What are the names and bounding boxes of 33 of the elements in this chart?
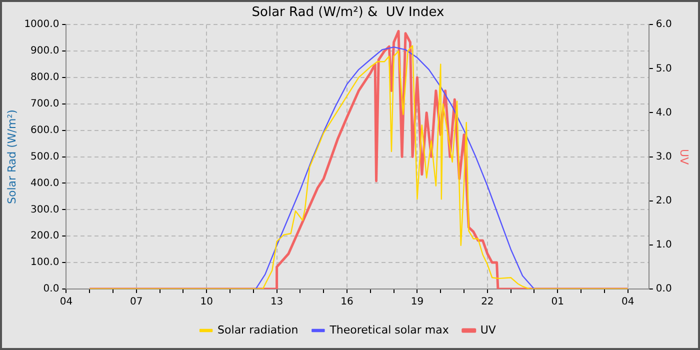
x-tick-label: 04 xyxy=(621,296,634,308)
x-tick-label: 13 xyxy=(270,296,284,308)
legend-label: UV xyxy=(480,323,496,336)
y-tick-label: 300.0 xyxy=(30,204,60,216)
y2-tick-label: 0.0 xyxy=(656,284,672,295)
x-tick-label: 19 xyxy=(410,296,424,308)
y-tick-label: 600.0 xyxy=(30,124,60,136)
y-tick-label: 400.0 xyxy=(30,178,60,189)
chart-title: Solar Rad (W/m²) & UV Index xyxy=(252,5,445,20)
y2-tick-label: 1.0 xyxy=(656,240,672,251)
y-tick-label: 1000.0 xyxy=(24,19,60,30)
x-tick-label: 16 xyxy=(340,296,354,308)
y2-tick-label: 5.0 xyxy=(656,63,672,74)
x-tick-label: 01 xyxy=(551,296,564,308)
y-tick-label: 200.0 xyxy=(30,230,60,242)
y-tick-label: 500.0 xyxy=(30,151,60,162)
y-tick-label: 900.0 xyxy=(30,46,60,57)
y-axis-title: Solar Rad (W/m²) xyxy=(5,110,18,204)
y-tick-label: 700.0 xyxy=(30,98,60,110)
y2-tick-label: 2.0 xyxy=(656,195,672,206)
y2-axis-title: UV xyxy=(678,149,691,166)
y-tick-label: 800.0 xyxy=(30,72,60,84)
x-tick-label: 10 xyxy=(200,296,213,308)
y2-tick-label: 4.0 xyxy=(656,107,672,118)
y-tick-label: 0.0 xyxy=(43,284,60,295)
y2-tick-label: 6.0 xyxy=(656,19,672,30)
legend-label: Theoretical solar max xyxy=(328,323,450,336)
x-tick-label: 07 xyxy=(130,296,143,308)
x-tick-label: 22 xyxy=(481,296,494,308)
x-tick-label: 04 xyxy=(60,296,73,308)
y2-tick-label: 3.0 xyxy=(656,151,672,162)
y-tick-label: 100.0 xyxy=(30,257,60,268)
legend-label: Solar radiation xyxy=(218,323,298,336)
